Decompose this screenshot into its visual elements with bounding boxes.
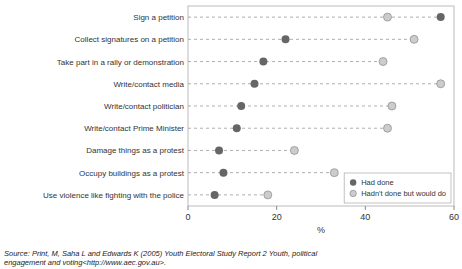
y-tick-label: Damage things as a protest: [86, 146, 185, 155]
dot: [215, 146, 223, 154]
legend-label: Had done: [361, 178, 394, 187]
leader-line: [188, 17, 441, 18]
dot: [233, 124, 241, 132]
legend-swatch: [350, 179, 356, 185]
plot-area: [188, 13, 445, 199]
y-tick-label: Take part in a rally or demonstration: [57, 58, 184, 67]
dot: [384, 13, 392, 21]
leader-line: [188, 106, 392, 107]
x-tick: [276, 206, 277, 210]
y-tick-label: Write/contact politician: [104, 102, 184, 111]
y-tick-label: Occupy buildings as a protest: [79, 169, 185, 178]
dot: [282, 35, 290, 43]
source-line: engagement and voting<http://www.aec.gov…: [4, 258, 166, 267]
x-tick-label: 60: [449, 212, 459, 222]
y-tick-label: Write/contact media: [113, 80, 184, 89]
dot: [379, 58, 387, 66]
leader-line: [188, 39, 414, 40]
dot: [437, 13, 445, 21]
dot: [211, 191, 219, 199]
dot: [237, 102, 245, 110]
y-tick-label: Sign a petition: [133, 13, 184, 22]
leader-line: [188, 150, 294, 151]
y-tick-label: Use violence like fighting with the poli…: [43, 191, 185, 200]
legend: Had done Hadn't done but would do: [344, 173, 451, 203]
source-line: Source: Print, M, Saha L and Edwards K (…: [4, 249, 317, 258]
dot: [437, 80, 445, 88]
legend-label: Hadn't done but would do: [361, 189, 446, 198]
dot: [290, 146, 298, 154]
y-tick-label: Write/contact Prime Minister: [84, 124, 184, 133]
dot: [388, 102, 396, 110]
dot: [410, 35, 418, 43]
x-tick-label: 0: [185, 212, 190, 222]
leader-line: [188, 128, 388, 129]
chart: 0 20 40 60% Sign a petition Collect signature…: [0, 0, 462, 269]
legend-frame: [344, 173, 451, 203]
dot: [259, 58, 267, 66]
x-axis-label: %: [317, 225, 325, 235]
x-tick: [454, 206, 455, 210]
x-tick: [365, 206, 366, 210]
source-note: Source: Print, M, Saha L and Edwards K (…: [4, 249, 317, 267]
leader-line: [188, 194, 268, 195]
leader-line: [188, 83, 441, 84]
x-tick-label: 20: [272, 212, 282, 222]
x-tick: [188, 206, 189, 210]
dot: [264, 191, 272, 199]
legend-swatch: [350, 190, 356, 196]
dot: [330, 169, 338, 177]
dot: [219, 169, 227, 177]
leader-line: [188, 61, 383, 62]
plot-frame: [188, 6, 454, 206]
y-tick-label: Collect signatures on a petition: [75, 35, 184, 44]
dot: [384, 124, 392, 132]
dot: [251, 80, 259, 88]
leader-line: [188, 172, 334, 173]
x-tick-label: 40: [360, 212, 370, 222]
